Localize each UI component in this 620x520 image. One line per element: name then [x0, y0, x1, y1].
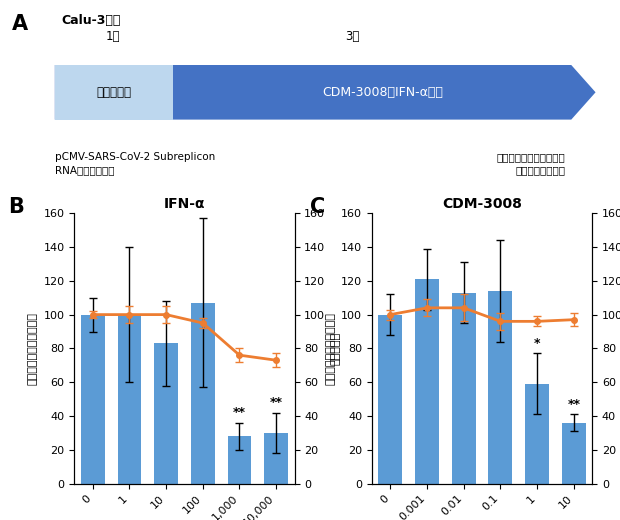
Text: **: ** [233, 406, 246, 419]
Bar [562, 423, 586, 484]
Text: 3日: 3日 [345, 30, 360, 43]
Text: **: ** [270, 396, 283, 409]
Text: C: C [311, 197, 326, 217]
Bar [264, 433, 288, 484]
Polygon shape [55, 65, 596, 120]
Y-axis label: 細胞生存率: 細胞生存率 [331, 332, 341, 365]
Bar [489, 291, 512, 484]
Text: 遵伝子導入: 遵伝子導入 [97, 86, 131, 99]
Text: **: ** [567, 398, 580, 411]
Bar [118, 315, 141, 484]
Title: CDM-3008: CDM-3008 [442, 197, 522, 211]
FancyBboxPatch shape [55, 65, 173, 120]
Y-axis label: ルシフェラーゼ発光強度: ルシフェラーゼ発光強度 [28, 312, 38, 385]
Text: B: B [8, 197, 24, 217]
Bar [191, 303, 215, 484]
Bar [228, 436, 251, 484]
Text: CDM-3008、IFN-α処理: CDM-3008、IFN-α処理 [322, 86, 443, 99]
Bar [378, 315, 402, 484]
Text: ルシフェラーゼアッセイ
細胞生存アッセイ: ルシフェラーゼアッセイ 細胞生存アッセイ [497, 152, 565, 176]
Text: 1日: 1日 [105, 30, 120, 43]
Title: IFN-α: IFN-α [164, 197, 205, 211]
Text: Calu-3細胞: Calu-3細胞 [61, 14, 120, 27]
Bar [525, 384, 549, 484]
Bar [81, 315, 105, 484]
Text: A: A [12, 14, 29, 34]
Y-axis label: ルシフェラーゼ発光強度: ルシフェラーゼ発光強度 [326, 312, 335, 385]
Bar [452, 293, 476, 484]
Text: *: * [534, 337, 540, 350]
Bar [415, 279, 439, 484]
Text: pCMV-SARS-CoV-2 Subreplicon
RNA発現ベクター: pCMV-SARS-CoV-2 Subreplicon RNA発現ベクター [55, 152, 215, 176]
Bar [154, 343, 178, 484]
